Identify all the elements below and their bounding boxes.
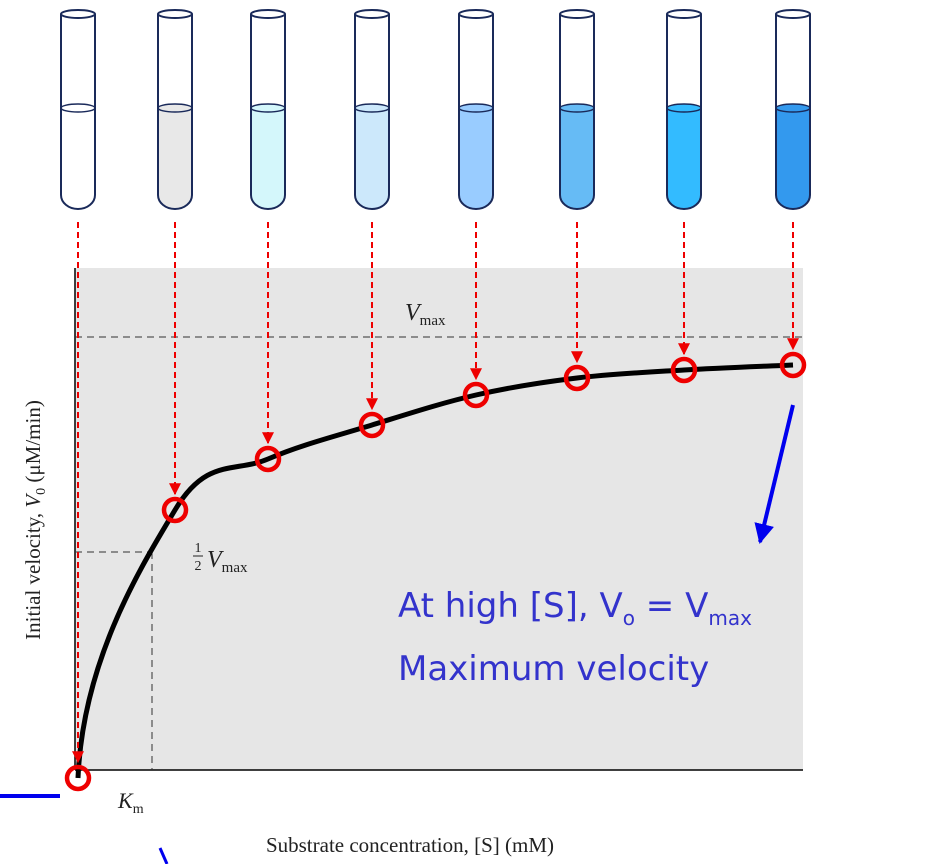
tube-liquid	[776, 108, 810, 209]
km-label: Km	[117, 788, 144, 817]
liquid-top	[61, 104, 95, 112]
tube-liquid	[61, 108, 95, 209]
half-den: 2	[195, 559, 202, 574]
tube-liquid	[667, 108, 701, 209]
tube-rim	[158, 10, 192, 18]
tube-rim	[776, 10, 810, 18]
liquid-top	[251, 104, 285, 112]
tube-liquid	[158, 108, 192, 209]
liquid-top	[667, 104, 701, 112]
tube-liquid	[560, 108, 594, 209]
tube-liquid	[251, 108, 285, 209]
tube-rim	[61, 10, 95, 18]
liquid-top	[776, 104, 810, 112]
diagram: Vmax 1 2 Vmax Km Initial velocity, V0 (μ…	[0, 0, 933, 864]
tube-rim	[355, 10, 389, 18]
liquid-top	[158, 104, 192, 112]
tube-rim	[251, 10, 285, 18]
annotation-line1: At high [S], Vo = Vmax	[398, 586, 752, 630]
liquid-top	[459, 104, 493, 112]
tube-rim	[667, 10, 701, 18]
liquid-top	[560, 104, 594, 112]
y-axis-label: Initial velocity, V0 (μM/min)	[21, 400, 49, 640]
tube-rim	[560, 10, 594, 18]
x-axis-label: Substrate concentration, [S] (mM)	[266, 833, 554, 857]
blue-mark	[160, 848, 167, 864]
tube-liquid	[459, 108, 493, 209]
tube-rim	[459, 10, 493, 18]
liquid-top	[355, 104, 389, 112]
tube-liquid	[355, 108, 389, 209]
annotation-line2: Maximum velocity	[398, 649, 709, 689]
half-num: 1	[195, 541, 202, 556]
